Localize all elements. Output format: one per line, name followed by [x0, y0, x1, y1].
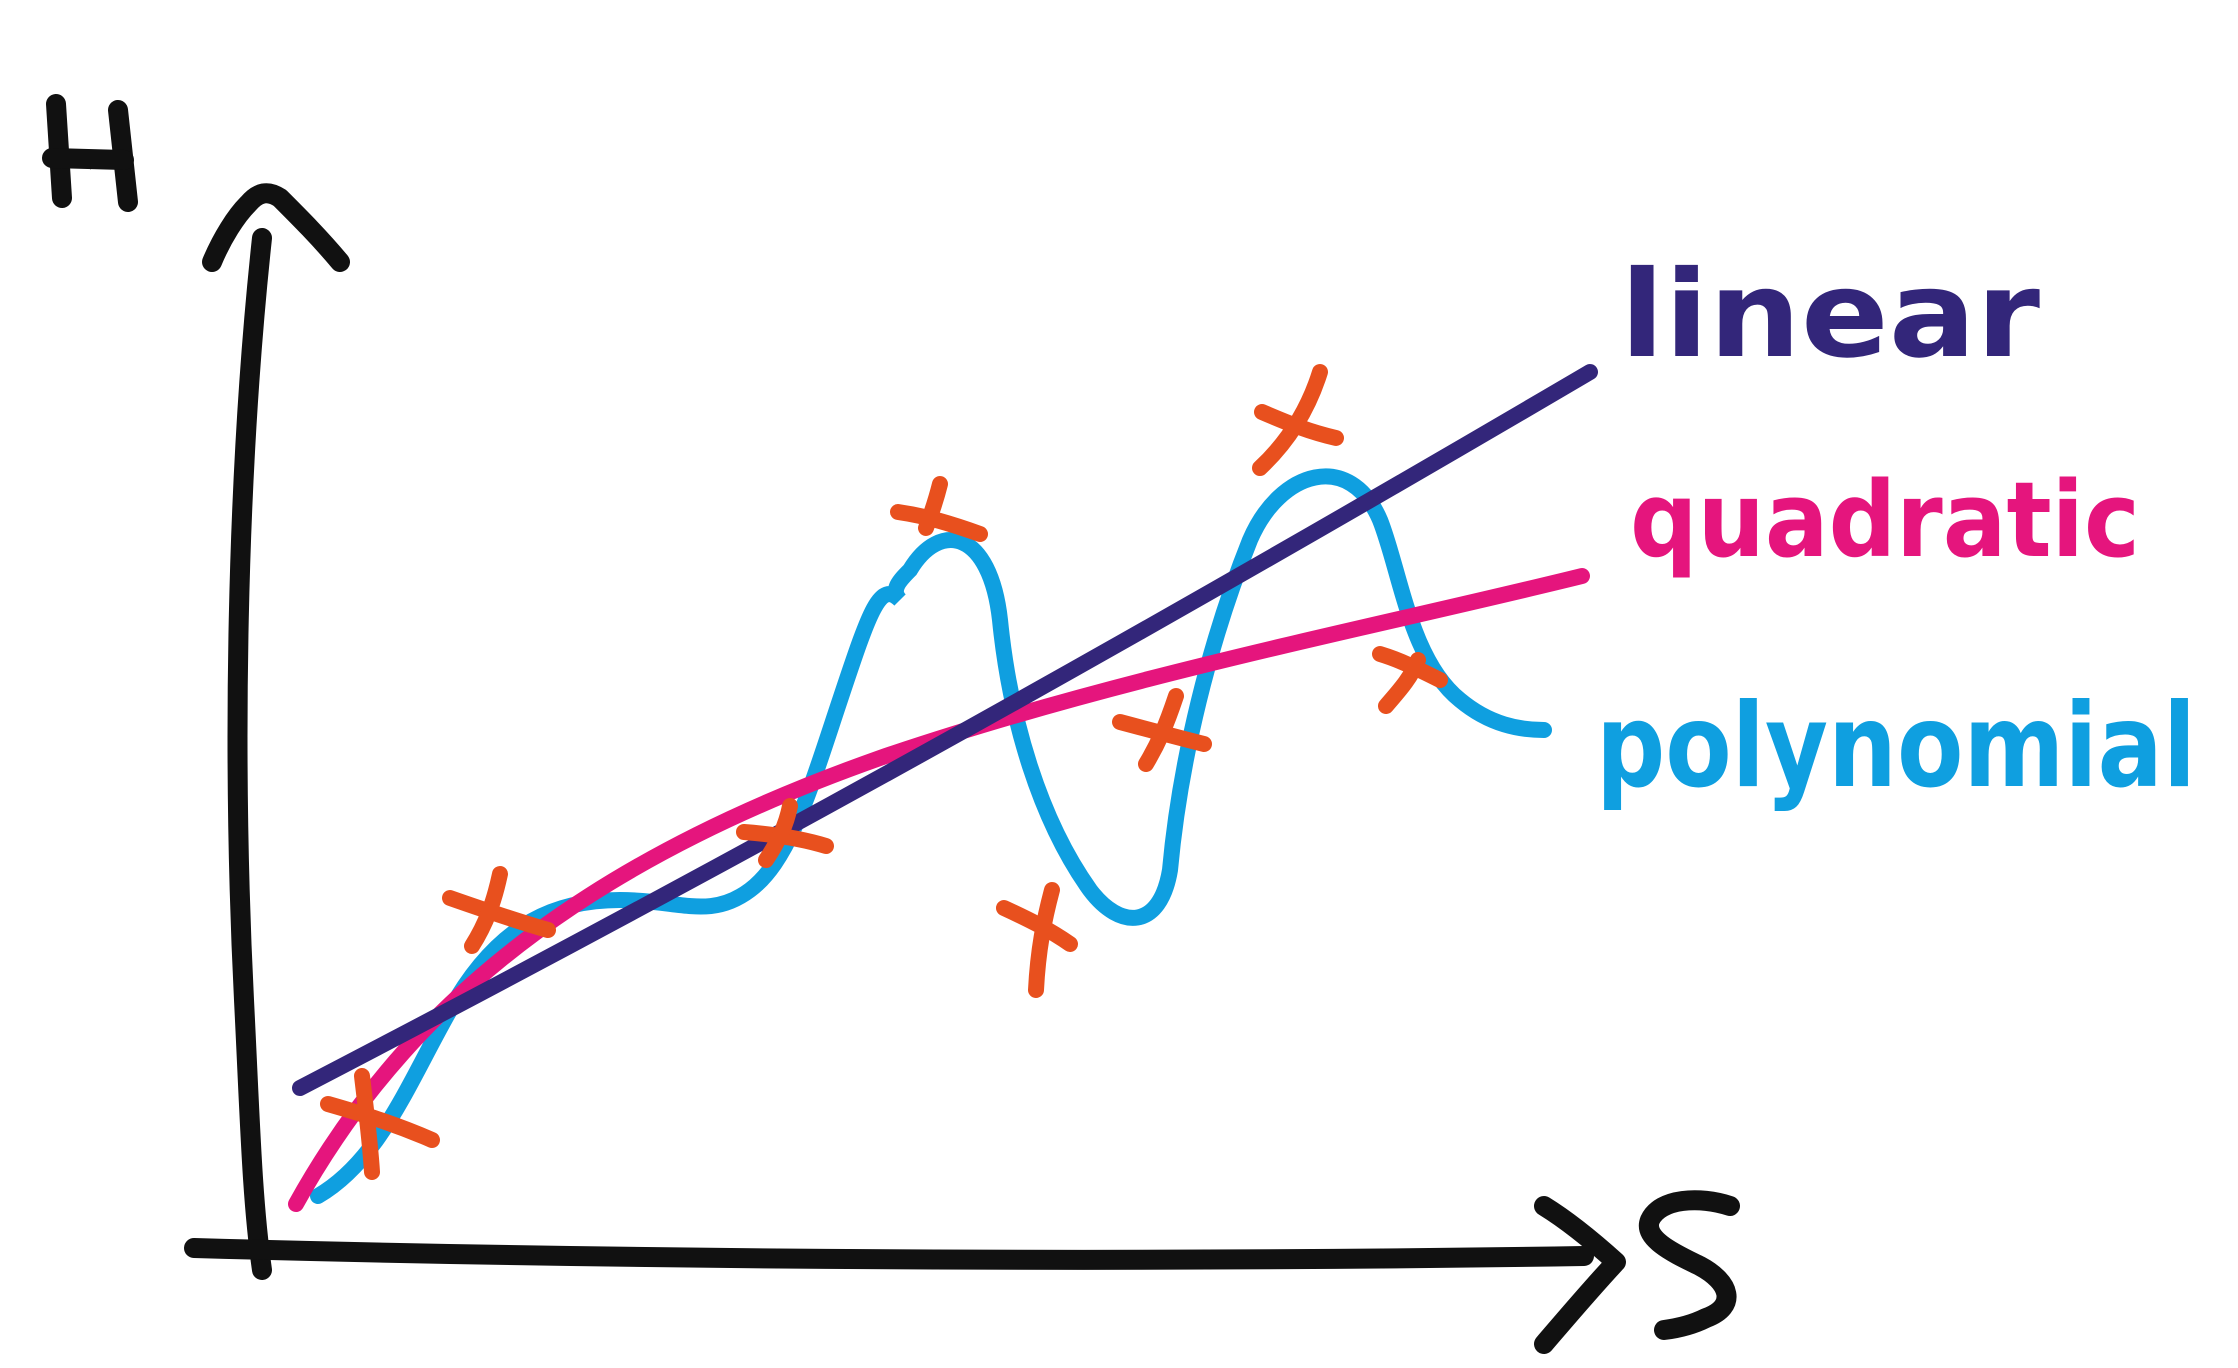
y-axis-label-text: H: [90, 169, 91, 171]
legend-quadratic: quadratic: [1630, 459, 2140, 581]
data-point: [1252, 364, 1344, 476]
polynomial-curve: [310, 468, 1552, 1204]
legend-polynomial: polynomial: [1596, 679, 2196, 814]
data-point: [890, 476, 988, 542]
x-axis-label-S: S: [1639, 1190, 1740, 1340]
data-point: [1112, 688, 1212, 772]
y-axis-label-H: H: [42, 94, 138, 212]
x-axis-label-text: S: [1690, 1269, 1691, 1271]
data-point: [996, 882, 1078, 998]
data-point: [320, 1068, 440, 1180]
data-point: [1372, 646, 1448, 714]
x-axis-arrowhead: [1534, 1196, 1626, 1354]
y-axis-line: [227, 228, 272, 1280]
x-axis-line: [184, 1238, 1594, 1270]
data-point: [442, 866, 556, 954]
legend-linear: linear: [1620, 246, 2040, 385]
linear-line: [292, 364, 1598, 1096]
y-axis-arrowhead: [202, 183, 350, 272]
axes: [184, 183, 1626, 1354]
data-points: [320, 364, 1448, 1180]
data-point: [736, 798, 834, 868]
